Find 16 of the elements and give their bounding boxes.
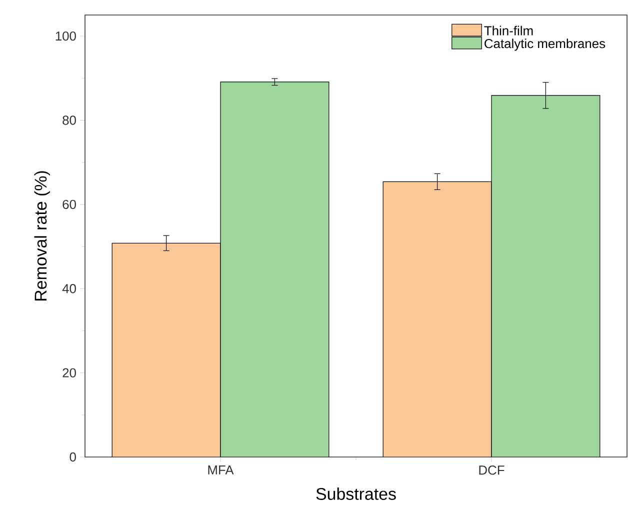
y-tick-label: 40 bbox=[62, 284, 76, 294]
legend-label: Catalytic membranes bbox=[484, 38, 606, 51]
y-tick-label: 20 bbox=[62, 368, 76, 378]
bar bbox=[382, 181, 492, 457]
y-tick-label: 60 bbox=[62, 200, 76, 210]
bar bbox=[112, 242, 221, 457]
x-tick-label: MFA bbox=[208, 466, 234, 474]
y-tick-label: 0 bbox=[70, 452, 76, 462]
y-tick-label: 100 bbox=[56, 31, 76, 41]
x-axis-title: Substrates bbox=[316, 488, 396, 500]
bar bbox=[491, 95, 600, 457]
legend-label: Thin-film bbox=[484, 26, 533, 36]
y-axis-title: Removal rate (%) bbox=[34, 171, 50, 300]
y-tick-label: 80 bbox=[62, 116, 76, 125]
x-tick-label: DCF bbox=[479, 466, 504, 475]
bar bbox=[220, 82, 330, 457]
